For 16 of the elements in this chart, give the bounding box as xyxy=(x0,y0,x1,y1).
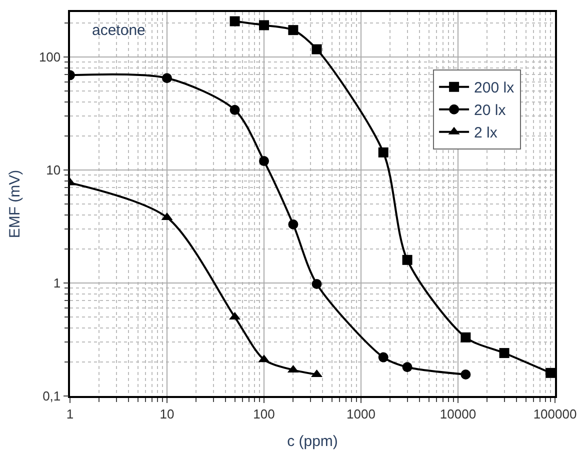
legend-label: 20 lx xyxy=(474,102,506,120)
y-tick-label: 0,1 xyxy=(42,388,61,404)
legend-label: 200 lx xyxy=(474,80,515,97)
x-tick-label: 100 xyxy=(253,406,275,422)
y-tick-label: 10 xyxy=(46,162,61,178)
x-tick-label: 1 xyxy=(66,406,74,422)
annotation: acetone xyxy=(92,22,146,39)
y-axis-title: EMF (mV) xyxy=(6,170,24,238)
x-tick-label: 10000 xyxy=(440,406,476,422)
legend-label: 2 lx xyxy=(474,124,498,142)
y-tick-label: 100 xyxy=(38,50,61,65)
x-tick-label: 100000 xyxy=(533,406,577,422)
x-axis-title: c (ppm) xyxy=(287,432,338,450)
x-tick-label: 1000 xyxy=(346,406,376,422)
x-tick-label: 10 xyxy=(160,406,174,422)
y-tick-label: 1 xyxy=(53,276,61,291)
